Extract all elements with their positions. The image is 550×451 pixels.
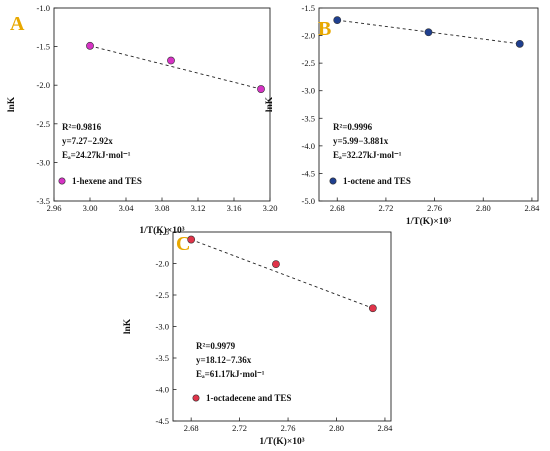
fit-equation: y=18.12−7.36x [196,355,252,365]
y-tick-label: -4.0 [302,141,315,151]
y-tick-label: -2.5 [37,119,50,129]
y-axis-label: lnK [123,318,133,334]
x-tick-label: 3.16 [227,203,242,213]
y-tick-label: -2.5 [156,290,169,300]
y-tick-label: -2.5 [302,58,315,68]
y-axis-label: lnK [7,96,17,112]
chart-panel-a: 2.96 3.00 3.04 3.08 3.12 3.16 3.20 -1.0 -1.5 -2.0… [7,3,277,236]
data-point [515,39,524,48]
x-tick-label: 2.84 [524,203,540,213]
y-tick-label: -4.5 [302,168,315,178]
y-tick-label: -1.5 [37,42,50,52]
legend-label: 1-octene and TES [343,176,411,186]
x-tick-label: 2.96 [47,203,62,213]
plot-frame [53,7,271,202]
chart-panel-c: 2.68 2.72 2.76 2.80 2.84 -1.5 -2.0 -2.5 -3.0 -3.5… [123,227,393,447]
x-tick-label: 3.04 [119,203,135,213]
y-tick-label: -4.0 [156,385,169,395]
legend-marker [192,394,200,402]
y-tick-label: -3.5 [302,113,315,123]
y-tick-label: -2.0 [302,31,315,41]
data-point [187,235,196,244]
x-axis-label: 1/T(K)×10³ [406,216,451,227]
chart-panel-b: 2.68 2.72 2.76 2.80 2.84 -1.5 -2.0 -2.5 -3.0 -3.5… [265,3,540,227]
fit-equation: y=5.99−3.881x [333,136,389,146]
activation-energy: Eₐ=32.27kJ·mol⁻¹ [333,150,402,160]
x-tick-label: 2.76 [281,423,296,433]
y-tick-label: -5.0 [302,196,315,206]
legend-label: 1-octadecene and TES [206,393,291,403]
x-tick-label: 3.00 [83,203,98,213]
data-point [368,304,377,313]
x-tick-label: 2.72 [378,203,393,213]
y-tick-label: -3.5 [37,196,50,206]
data-point [167,56,175,65]
data-point [333,16,342,25]
activation-energy: Eₐ=24.27kJ·mol⁻¹ [62,150,131,160]
x-tick-label: 2.84 [378,423,394,433]
y-tick-label: -3.0 [302,86,315,96]
x-tick-label: 2.80 [476,203,491,213]
y-tick-label: -1.5 [156,227,169,237]
r-squared-label: R²=0.9996 [333,122,373,132]
x-tick-label: 2.76 [427,203,442,213]
y-tick-label: -3.0 [37,157,50,167]
x-axis-label: 1/T(K)×10³ [259,436,304,447]
x-tick-label: 2.68 [330,203,345,213]
y-tick-label: -1.0 [37,3,50,13]
fit-line [89,45,262,90]
y-tick-label: -4.5 [156,416,169,426]
x-axis-label: 1/T(K)×10³ [139,225,184,236]
y-tick-label: -2.0 [37,80,50,90]
x-tick-label: 2.72 [232,423,247,433]
fit-line [191,239,373,309]
x-tick-label: 3.12 [191,203,206,213]
legend-marker [58,177,66,185]
y-tick-label: -2.0 [156,259,169,269]
panel-letter: B [318,18,331,40]
legend-label: 1-hexene and TES [72,176,142,186]
activation-energy: Eₐ=61.17kJ·mol⁻¹ [196,369,265,379]
data-point [272,260,280,269]
x-tick-label: 2.68 [184,423,199,433]
panel-letter: C [176,233,190,255]
y-axis-label: lnK [265,96,275,112]
x-tick-label: 3.20 [263,203,278,213]
fit-equation: y=7.27−2.92x [62,136,113,146]
y-tick-label: -1.5 [302,3,315,13]
plot-frame [318,7,539,202]
r-squared-label: R²=0.9816 [62,122,102,132]
data-point [86,41,94,50]
data-point [424,28,433,37]
x-tick-label: 2.80 [329,423,344,433]
r-squared-label: R²=0.9979 [196,341,236,351]
data-point [257,85,265,93]
y-tick-label: -3.0 [156,322,169,332]
panel-letter: A [10,13,25,35]
x-tick-label: 3.08 [155,203,170,213]
legend-marker [329,177,337,185]
y-tick-label: -3.5 [156,353,169,363]
